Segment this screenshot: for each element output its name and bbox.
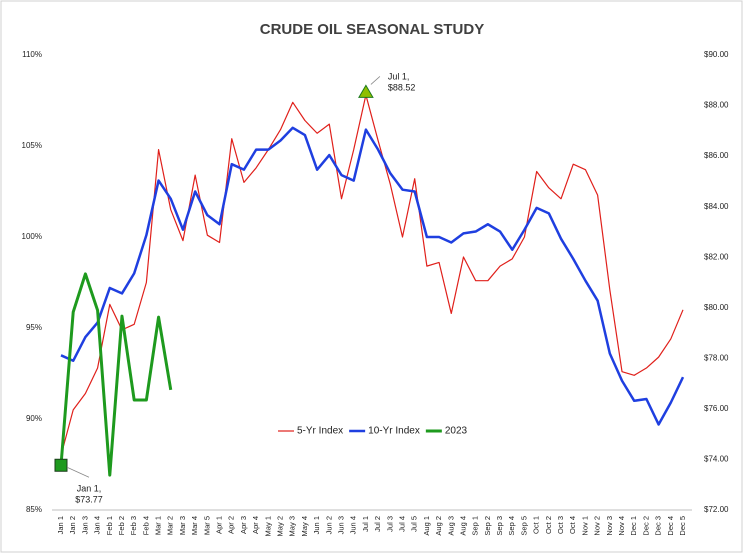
legend-label: 10-Yr Index: [368, 426, 420, 437]
x-tick-label: Jul 1: [361, 516, 370, 532]
x-tick-label: Apr 2: [227, 516, 236, 534]
x-tick-label: Dec 5: [678, 516, 687, 536]
annotation-text: Jul 1,: [388, 71, 410, 81]
y2-tick-label: $72.00: [704, 505, 729, 514]
chart-title: CRUDE OIL SEASONAL STUDY: [260, 21, 484, 38]
series-line: [60, 94, 684, 456]
x-tick-label: Mar 3: [178, 516, 187, 535]
y2-tick-label: $86.00: [704, 151, 729, 160]
annotation-text: $88.52: [388, 82, 416, 92]
y2-tick-label: $80.00: [704, 303, 729, 312]
x-tick-label: Dec 2: [641, 516, 650, 536]
x-tick-label: Jan 2: [68, 516, 77, 534]
x-tick-label: Aug 1: [422, 516, 431, 536]
x-tick-label: Feb 3: [129, 516, 138, 535]
legend-label: 5-Yr Index: [297, 426, 343, 437]
x-tick-label: Jun 2: [324, 516, 333, 534]
y2-tick-label: $84.00: [704, 202, 729, 211]
x-tick-label: May 2: [276, 516, 285, 536]
x-tick-label: Jan 1: [56, 516, 65, 534]
x-tick-label: Mar 4: [190, 516, 199, 535]
x-tick-label: Oct 3: [556, 516, 565, 534]
legend-label: 2023: [445, 426, 468, 437]
x-tick-label: Jan 4: [93, 516, 102, 534]
series-line: [60, 126, 685, 426]
x-tick-label: Jul 3: [385, 516, 394, 532]
x-tick-label: Oct 2: [544, 516, 553, 534]
annotation-text: Jan 1,: [77, 483, 102, 493]
legend: 5-Yr Index 10-Yr Index 2023: [278, 426, 468, 437]
x-tick-label: Dec 3: [654, 516, 663, 536]
annotation-leader: [66, 466, 90, 478]
x-tick-label: Jul 2: [373, 516, 382, 532]
x-tick-label: Dec 4: [666, 516, 675, 536]
x-tick-label: Oct 4: [568, 516, 577, 534]
x-tick-label: Jun 1: [312, 516, 321, 534]
x-tick-label: Apr 3: [239, 516, 248, 534]
y2-tick-label: $76.00: [704, 404, 729, 413]
y2-tick-label: $88.00: [704, 101, 729, 110]
x-tick-label: May 4: [300, 516, 309, 536]
x-tick-label: Dec 1: [629, 516, 638, 536]
annotation-marker: [358, 84, 374, 98]
x-tick-label: Feb 1: [105, 516, 114, 535]
x-tick-label: Oct 1: [532, 516, 541, 534]
y-tick-label: 100%: [22, 232, 42, 241]
x-tick-label: Feb 4: [141, 516, 150, 535]
x-tick-label: Mar 5: [202, 516, 211, 535]
x-tick-label: Feb 2: [117, 516, 126, 535]
x-tick-label: Sep 5: [519, 516, 528, 536]
y-tick-label: 85%: [26, 505, 42, 514]
series-line: [59, 272, 173, 477]
y2-tick-label: $74.00: [704, 455, 729, 464]
y-tick-label: 110%: [22, 50, 42, 59]
x-tick-label: Jan 3: [80, 516, 89, 534]
y2-tick-label: $90.00: [704, 50, 729, 59]
x-tick-label: Apr 1: [215, 516, 224, 534]
annotation-text: $73.77: [75, 494, 103, 504]
annotation-leader: [370, 76, 381, 85]
x-tick-label: Mar 2: [166, 516, 175, 535]
y-tick-label: 90%: [26, 414, 42, 423]
x-tick-label: Aug 3: [446, 516, 455, 536]
x-tick-label: Nov 3: [605, 516, 614, 536]
x-tick-label: Aug 4: [458, 516, 467, 536]
x-tick-label: Jun 3: [336, 516, 345, 534]
y-tick-label: 105%: [22, 141, 42, 150]
x-tick-label: Aug 2: [434, 516, 443, 536]
x-tick-label: Apr 4: [251, 516, 260, 534]
x-tick-label: Sep 3: [495, 516, 504, 536]
x-tick-label: Mar 1: [154, 516, 163, 535]
x-tick-label: Sep 1: [471, 516, 480, 536]
y2-tick-label: $82.00: [704, 252, 729, 261]
x-tick-label: May 1: [263, 516, 272, 536]
x-tick-label: May 3: [288, 516, 297, 536]
annotation-marker: [54, 458, 68, 472]
x-tick-label: Sep 4: [507, 516, 516, 536]
x-tick-label: Jul 5: [410, 516, 419, 532]
x-tick-label: Jul 4: [397, 516, 406, 532]
x-tick-label: Nov 1: [580, 516, 589, 536]
x-tick-label: Jun 4: [349, 516, 358, 534]
y2-tick-label: $78.00: [704, 353, 729, 362]
y-tick-label: 95%: [26, 323, 42, 332]
x-tick-label: Sep 2: [483, 516, 492, 536]
x-tick-label: Nov 2: [593, 516, 602, 536]
x-tick-label: Nov 4: [617, 516, 626, 536]
